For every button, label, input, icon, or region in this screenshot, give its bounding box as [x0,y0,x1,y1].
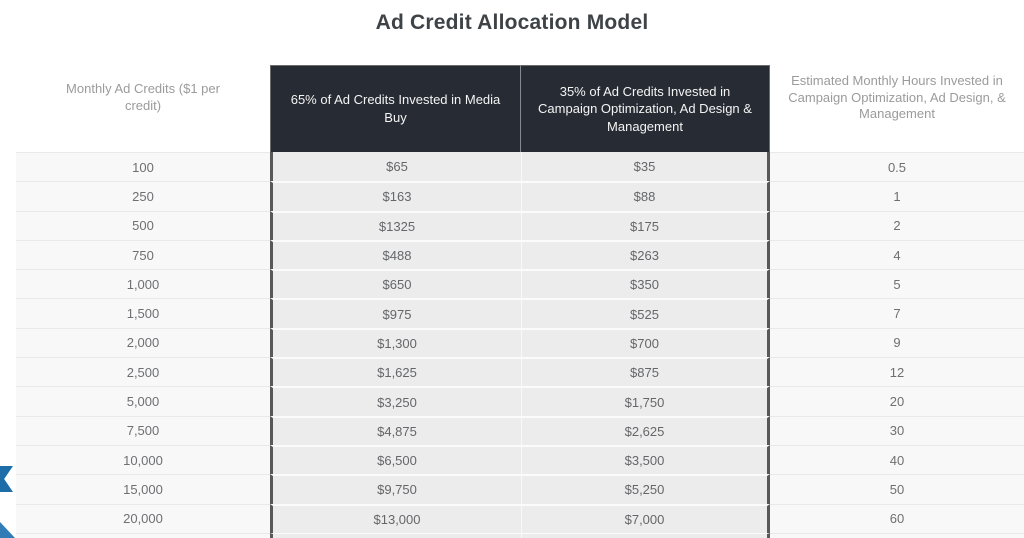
table-cell-optimization: $875 [521,357,770,387]
table-row: 750 $488 $263 4 [16,239,1024,270]
table-cell [270,532,521,538]
table-cell-hours: 4 [770,239,1024,270]
table-cell-hours: 12 [770,357,1024,387]
table-cell-optimization: $88 [521,181,770,211]
table-cell-optimization: $7,000 [521,503,770,533]
table-cell-media-buy: $65 [270,152,521,182]
table-row: 2,000 $1,300 $700 9 [16,327,1024,358]
column-header-label: Estimated Monthly Hours Invested in Camp… [788,72,1006,122]
table-cell-monthly-credits: 5,000 [16,386,270,416]
table-row: 100 $65 $35 0.5 [16,152,1024,182]
table-cell-monthly-credits: 2,000 [16,327,270,358]
table-row: 15,000 $9,750 $5,250 50 [16,474,1024,504]
table-row: 20,000 $13,000 $7,000 60 [16,503,1024,533]
column-header-label: 65% of Ad Credits Invested in Media Buy [290,92,501,125]
column-header-label: 35% of Ad Credits Invested in Campaign O… [538,83,752,134]
table-cell-media-buy: $1325 [270,210,521,240]
table-cell-media-buy: $488 [270,239,521,270]
table-cell-hours: 7 [770,298,1024,328]
table-cell-hours: 30 [770,415,1024,445]
table-cell-monthly-credits: 2,500 [16,357,270,387]
table-header-row: Monthly Ad Credits ($1 per credit) 65% o… [16,44,1024,152]
column-header-campaign-optimization: 35% of Ad Credits Invested in Campaign O… [521,65,770,152]
table-cell-optimization: $525 [521,298,770,328]
table-cell-media-buy: $650 [270,269,521,299]
table-cell [16,532,270,538]
table-cell-monthly-credits: 500 [16,210,270,240]
table-cell-hours: 1 [770,181,1024,211]
table-cell-monthly-credits: 15,000 [16,474,270,504]
table-cell-monthly-credits: 10,000 [16,444,270,475]
table-cell-monthly-credits: 20,000 [16,503,270,533]
table-cell-hours: 60 [770,503,1024,533]
table-cell-monthly-credits: 1,000 [16,269,270,299]
table-row: 1,500 $975 $525 7 [16,298,1024,328]
table-cell-media-buy: $975 [270,298,521,328]
table-cell-media-buy: $1,300 [270,327,521,358]
table-cell-media-buy: $6,500 [270,444,521,475]
table-cell-optimization: $350 [521,269,770,299]
corner-decoration-icon [0,522,15,538]
table-body: 100 $65 $35 0.5 250 $163 $88 1 500 $1325… [16,152,1024,533]
page-title: Ad Credit Allocation Model [375,11,649,34]
table-row: 2,500 $1,625 $875 12 [16,357,1024,387]
table-cell-hours: 20 [770,386,1024,416]
table-cell-optimization: $2,625 [521,415,770,445]
column-header-estimated-hours: Estimated Monthly Hours Invested in Camp… [770,44,1024,152]
table-cell-optimization: $5,250 [521,474,770,504]
allocation-table: Monthly Ad Credits ($1 per credit) 65% o… [16,44,1024,538]
table-cell-media-buy: $9,750 [270,474,521,504]
table-cell-monthly-credits: 250 [16,181,270,211]
table-cell-monthly-credits: 100 [16,152,270,182]
table-cell-monthly-credits: 750 [16,239,270,270]
share-ribbon-icon[interactable] [0,466,13,492]
table-cell-hours: 2 [770,210,1024,240]
table-cell-optimization: $35 [521,152,770,182]
table-cell-hours: 50 [770,474,1024,504]
table-cell-media-buy: $3,250 [270,386,521,416]
table-cell [770,532,1024,538]
table-row: 500 $1325 $175 2 [16,210,1024,240]
table-cell-optimization: $175 [521,210,770,240]
table-cell-hours: 5 [770,269,1024,299]
column-header-monthly-ad-credits: Monthly Ad Credits ($1 per credit) [16,44,270,152]
table-cell-optimization: $3,500 [521,444,770,475]
table-cell-media-buy: $13,000 [270,503,521,533]
table-cell-hours: 0.5 [770,152,1024,182]
table-cell-monthly-credits: 1,500 [16,298,270,328]
table-cell-media-buy: $1,625 [270,357,521,387]
table-cell-optimization: $1,750 [521,386,770,416]
table-cell-hours: 9 [770,327,1024,358]
column-header-label: Monthly Ad Credits ($1 per credit) [66,81,220,113]
table-cell-media-buy: $163 [270,181,521,211]
table-row: 7,500 $4,875 $2,625 30 [16,415,1024,445]
table-row: 10,000 $6,500 $3,500 40 [16,444,1024,475]
table-row: 1,000 $650 $350 5 [16,269,1024,299]
table-cell-optimization: $700 [521,327,770,358]
table-cell-media-buy: $4,875 [270,415,521,445]
table-row: 5,000 $3,250 $1,750 20 [16,386,1024,416]
table-cell-hours: 40 [770,444,1024,475]
column-header-media-buy: 65% of Ad Credits Invested in Media Buy [270,65,521,152]
table-row: 250 $163 $88 1 [16,181,1024,211]
table-row-partial [16,532,1024,538]
table-cell-monthly-credits: 7,500 [16,415,270,445]
table-cell [521,532,770,538]
table-cell-optimization: $263 [521,239,770,270]
